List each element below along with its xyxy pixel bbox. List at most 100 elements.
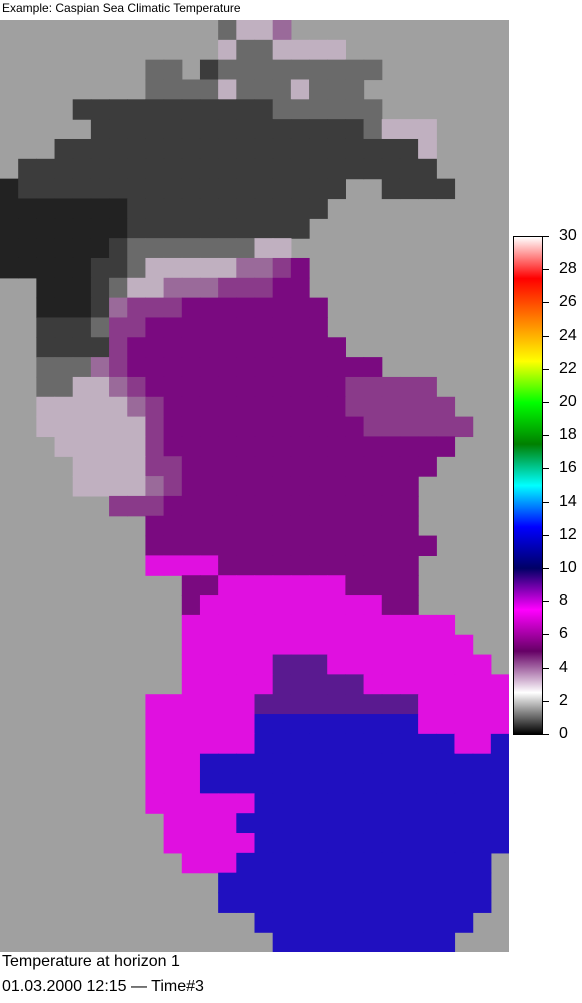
grid-cell <box>236 416 256 438</box>
grid-cell <box>309 39 328 61</box>
grid-cell <box>327 634 346 656</box>
grid-cell <box>454 892 474 913</box>
grid-cell <box>145 178 165 200</box>
grid-cell <box>236 614 256 636</box>
grid-cell <box>309 317 328 338</box>
grid-cell <box>181 595 201 616</box>
grid-cell <box>399 456 419 477</box>
grid-cell <box>363 892 383 913</box>
grid-cell <box>199 238 219 259</box>
grid-cell <box>218 892 237 913</box>
grid-cell <box>327 932 346 952</box>
grid-cell <box>236 436 256 457</box>
grid-cell <box>90 178 110 200</box>
grid-cell <box>127 158 147 180</box>
grid-cell <box>327 793 346 814</box>
grid-cell <box>181 357 201 378</box>
grid-cell <box>72 158 92 180</box>
colorbar-tick <box>543 269 549 271</box>
grid-cell <box>218 694 237 715</box>
colorbar-tick-label: 12 <box>559 525 577 543</box>
grid-cell <box>345 138 365 160</box>
grid-cell <box>399 396 419 418</box>
grid-cell <box>454 714 474 735</box>
grid-cell <box>327 833 346 854</box>
colorbar-tick-label: 24 <box>559 326 577 344</box>
grid-cell <box>36 198 56 219</box>
grid-cell <box>309 555 328 576</box>
grid-cell <box>254 674 274 695</box>
grid-cell <box>199 277 219 299</box>
grid-cell <box>327 99 346 120</box>
grid-cell <box>327 376 346 398</box>
colorbar-tick <box>543 700 549 702</box>
grid-cell <box>290 138 310 160</box>
grid-cell <box>218 20 237 41</box>
grid-cell <box>327 178 346 200</box>
grid-cell <box>145 733 165 755</box>
grid-cell <box>199 793 219 814</box>
grid-cell <box>363 773 383 794</box>
grid-cell <box>399 575 419 596</box>
grid-cell <box>236 238 256 259</box>
grid-cell <box>454 912 474 933</box>
colorbar-tick-label: 14 <box>559 492 577 510</box>
grid-cell <box>199 495 219 517</box>
grid-cell <box>254 436 274 457</box>
grid-cell <box>109 476 128 497</box>
grid-cell <box>127 277 147 299</box>
grid-cell <box>163 158 183 180</box>
grid-cell <box>236 535 256 556</box>
grid-cell <box>399 614 419 636</box>
grid-cell <box>309 337 328 358</box>
grid-cell <box>309 753 328 775</box>
grid-cell <box>163 436 183 457</box>
grid-cell <box>199 396 219 418</box>
grid-cell <box>290 694 310 715</box>
grid-cell <box>345 793 365 814</box>
grid-cell <box>181 436 201 457</box>
grid-cell <box>345 614 365 636</box>
grid-cell <box>199 297 219 319</box>
grid-cell <box>90 158 110 180</box>
grid-cell <box>399 515 419 537</box>
grid-cell <box>399 138 419 160</box>
grid-cell <box>199 337 219 358</box>
grid-cell <box>72 99 92 120</box>
grid-cell <box>363 535 383 556</box>
grid-cell <box>399 158 419 180</box>
grid-cell <box>236 337 256 358</box>
grid-cell <box>363 614 383 636</box>
grid-cell <box>327 674 346 695</box>
grid-cell <box>218 654 237 675</box>
grid-cell <box>272 20 292 41</box>
grid-cell <box>345 912 365 933</box>
grid-cell <box>236 793 256 814</box>
grid-cell <box>290 872 310 894</box>
grid-cell <box>181 476 201 497</box>
grid-cell <box>454 872 474 894</box>
grid-cell <box>472 833 492 854</box>
grid-cell <box>181 119 201 140</box>
grid-cell <box>272 694 292 715</box>
grid-cell <box>163 694 183 715</box>
grid-cell <box>490 793 509 814</box>
grid-cell <box>327 575 346 596</box>
colorbar-tick <box>543 402 549 403</box>
grid-cell <box>72 476 92 497</box>
grid-cell <box>345 376 365 398</box>
grid-cell <box>181 614 201 636</box>
grid-cell <box>236 575 256 596</box>
grid-cell <box>309 674 328 695</box>
grid-cell <box>418 753 437 775</box>
grid-cell <box>163 257 183 279</box>
grid-cell <box>254 852 274 874</box>
grid-cell <box>436 178 456 200</box>
grid-cell <box>54 277 74 299</box>
grid-cell <box>236 99 256 120</box>
grid-cell <box>436 852 456 874</box>
grid-cell <box>163 277 183 299</box>
grid-cell <box>36 317 56 338</box>
grid-cell <box>272 396 292 418</box>
grid-cell <box>327 733 346 755</box>
